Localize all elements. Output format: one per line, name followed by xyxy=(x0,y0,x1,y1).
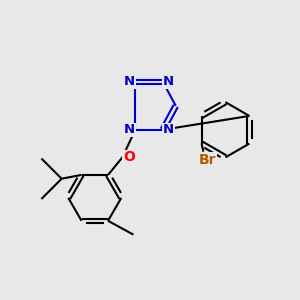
Text: N: N xyxy=(163,123,174,136)
Text: Br: Br xyxy=(198,153,216,167)
Text: N: N xyxy=(124,75,135,88)
Text: N: N xyxy=(124,123,135,136)
Text: O: O xyxy=(123,150,135,164)
Text: N: N xyxy=(163,75,174,88)
